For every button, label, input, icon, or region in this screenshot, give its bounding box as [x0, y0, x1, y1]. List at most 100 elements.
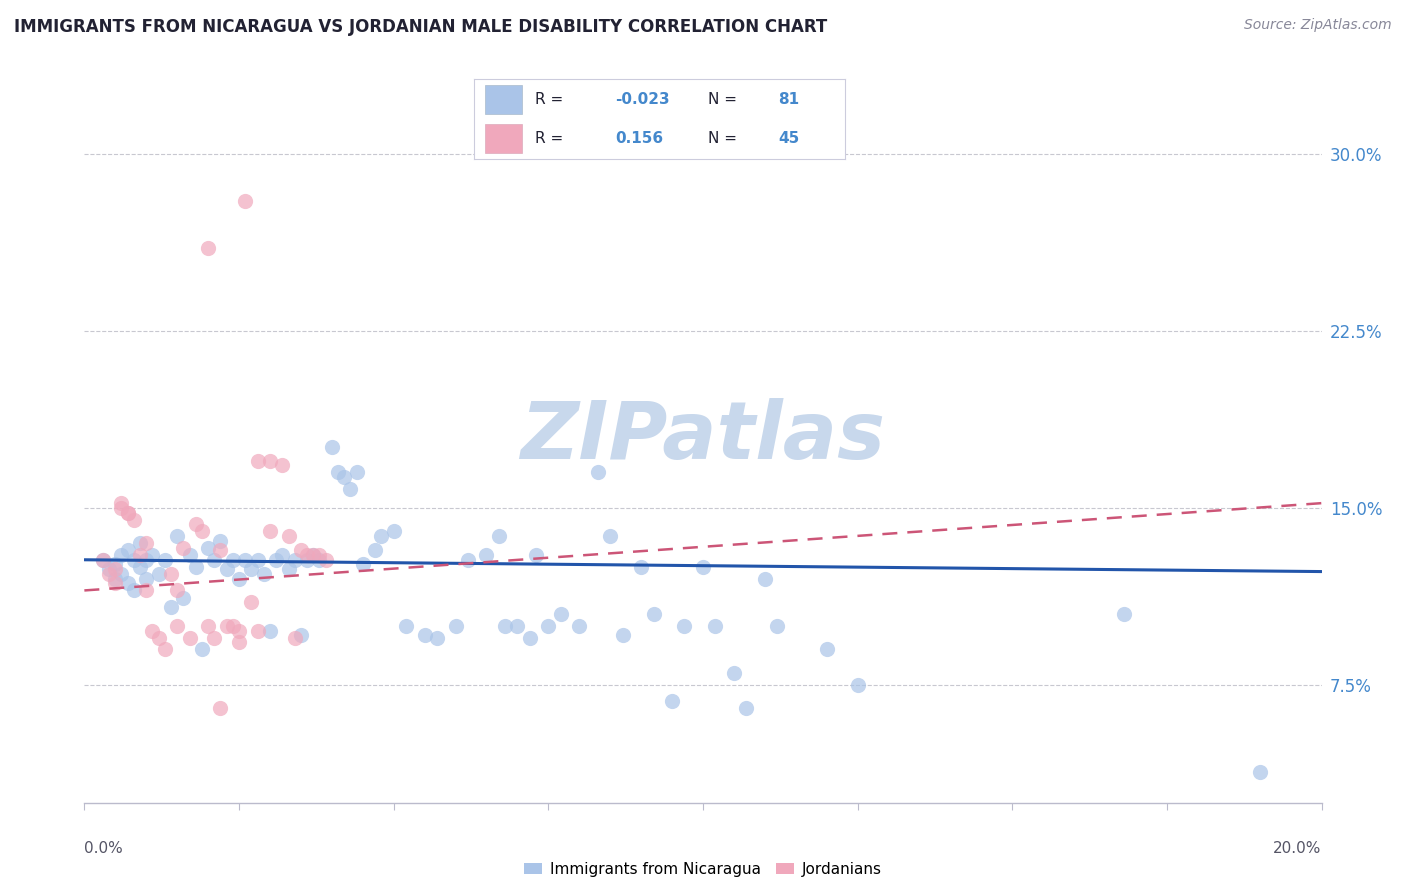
- Point: [148, 631, 170, 645]
- Point: [370, 529, 392, 543]
- Point: [846, 678, 869, 692]
- Point: [117, 506, 139, 520]
- Point: [141, 624, 163, 638]
- Point: [568, 619, 591, 633]
- Point: [246, 553, 269, 567]
- Point: [364, 543, 387, 558]
- Point: [184, 559, 207, 574]
- Point: [197, 241, 219, 255]
- Text: IMMIGRANTS FROM NICARAGUA VS JORDANIAN MALE DISABILITY CORRELATION CHART: IMMIGRANTS FROM NICARAGUA VS JORDANIAN M…: [14, 18, 827, 36]
- Point: [104, 572, 127, 586]
- Point: [692, 559, 714, 574]
- Point: [172, 541, 194, 555]
- Point: [494, 619, 516, 633]
- Point: [506, 619, 529, 633]
- Point: [98, 566, 121, 581]
- Point: [191, 642, 214, 657]
- Point: [661, 694, 683, 708]
- Point: [333, 470, 356, 484]
- Point: [253, 566, 276, 581]
- Point: [395, 619, 418, 633]
- Text: 0.0%: 0.0%: [84, 840, 124, 855]
- Point: [228, 635, 250, 649]
- Point: [215, 562, 238, 576]
- Point: [135, 583, 157, 598]
- Point: [1249, 765, 1271, 780]
- Point: [135, 572, 157, 586]
- Point: [166, 619, 188, 633]
- Point: [271, 458, 294, 473]
- Point: [160, 599, 183, 614]
- Point: [339, 482, 361, 496]
- Point: [413, 628, 436, 642]
- Point: [129, 536, 152, 550]
- Point: [209, 533, 232, 548]
- Point: [91, 553, 114, 567]
- Point: [271, 548, 294, 562]
- Point: [197, 619, 219, 633]
- Point: [630, 559, 652, 574]
- Point: [550, 607, 572, 621]
- Point: [122, 513, 145, 527]
- Point: [295, 548, 318, 562]
- Point: [179, 548, 201, 562]
- Text: Source: ZipAtlas.com: Source: ZipAtlas.com: [1244, 18, 1392, 32]
- Point: [259, 524, 281, 539]
- Point: [295, 553, 318, 567]
- Point: [766, 619, 789, 633]
- Point: [240, 595, 263, 609]
- Point: [246, 624, 269, 638]
- Point: [346, 466, 368, 480]
- Point: [673, 619, 696, 633]
- Point: [98, 562, 121, 576]
- Point: [122, 583, 145, 598]
- Point: [643, 607, 665, 621]
- Point: [110, 500, 132, 515]
- Legend: Immigrants from Nicaragua, Jordanians: Immigrants from Nicaragua, Jordanians: [517, 855, 889, 883]
- Point: [104, 562, 127, 576]
- Point: [382, 524, 405, 539]
- Point: [222, 553, 245, 567]
- Point: [122, 553, 145, 567]
- Point: [228, 572, 250, 586]
- Point: [166, 583, 188, 598]
- Point: [290, 543, 312, 558]
- Point: [259, 624, 281, 638]
- Point: [735, 701, 758, 715]
- Point: [326, 466, 349, 480]
- Point: [191, 524, 214, 539]
- Point: [488, 529, 510, 543]
- Point: [233, 553, 256, 567]
- Point: [179, 631, 201, 645]
- Point: [166, 529, 188, 543]
- Point: [110, 566, 132, 581]
- Text: 20.0%: 20.0%: [1274, 840, 1322, 855]
- Point: [153, 642, 176, 657]
- Point: [308, 548, 330, 562]
- Point: [284, 553, 307, 567]
- Point: [117, 576, 139, 591]
- Point: [612, 628, 634, 642]
- Point: [135, 536, 157, 550]
- Text: ZIPatlas: ZIPatlas: [520, 398, 886, 476]
- Point: [352, 558, 374, 572]
- Point: [246, 453, 269, 467]
- Point: [202, 631, 225, 645]
- Point: [444, 619, 467, 633]
- Point: [264, 553, 287, 567]
- Y-axis label: Male Disability: Male Disability: [0, 381, 7, 493]
- Point: [1112, 607, 1135, 621]
- Point: [259, 453, 281, 467]
- Point: [723, 666, 745, 681]
- Point: [290, 628, 312, 642]
- Point: [148, 566, 170, 581]
- Point: [117, 506, 139, 520]
- Point: [135, 553, 157, 567]
- Point: [91, 553, 114, 567]
- Point: [524, 548, 547, 562]
- Point: [172, 591, 194, 605]
- Point: [233, 194, 256, 208]
- Point: [228, 624, 250, 638]
- Point: [104, 576, 127, 591]
- Point: [160, 566, 183, 581]
